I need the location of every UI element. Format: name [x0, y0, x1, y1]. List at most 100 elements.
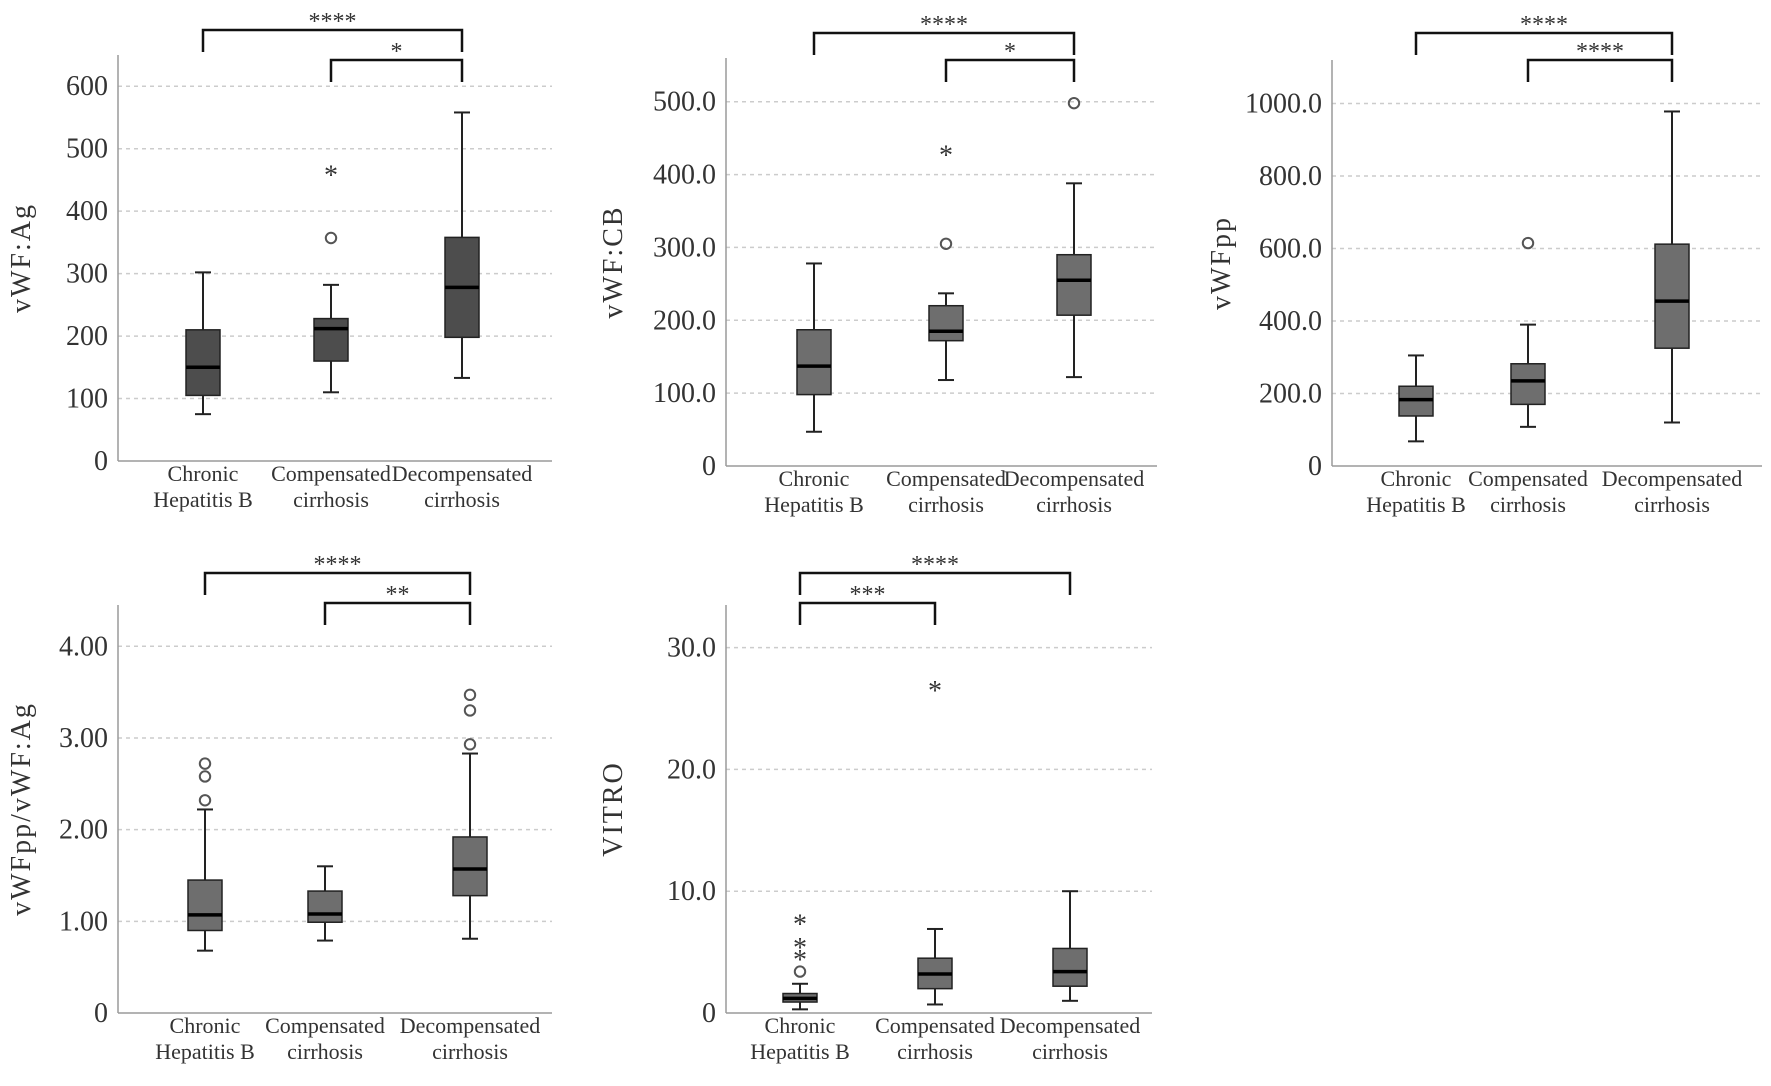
y-tick-label: 400.0: [653, 160, 716, 191]
significance-bracket: *: [329, 39, 464, 82]
bracket-line: [1526, 58, 1674, 82]
y-tick-label: 3.00: [59, 723, 108, 754]
x-category-label: Compensated: [886, 466, 1006, 491]
y-tick-label: 0: [702, 451, 716, 482]
y-tick-label: 200.0: [653, 305, 716, 336]
boxplot-1: ***: [782, 910, 818, 1011]
boxplot-3: [1056, 96, 1092, 379]
x-category-label: Compensated: [271, 461, 391, 486]
bracket-line: [1414, 31, 1674, 55]
significance-label: ****: [309, 9, 357, 35]
bracket-line: [329, 58, 464, 82]
significance-label: *: [1004, 39, 1016, 65]
outlier-point: [463, 688, 477, 702]
significance-bracket: ***: [798, 582, 937, 625]
boxplot-1: [185, 271, 221, 416]
x-category-label: Chronic: [779, 466, 850, 491]
x-category-label: Decompensated: [1602, 466, 1743, 491]
extreme-point: *: [793, 945, 807, 976]
y-tick-label: 500: [66, 134, 108, 165]
y-axis-title: vWFpp/vWF:Ag: [6, 702, 37, 916]
bracket-line: [812, 31, 1076, 55]
x-category-label: Decompensated: [392, 461, 533, 486]
x-category-label: cirrhosis: [424, 487, 500, 512]
boxplot-3: [452, 688, 488, 940]
chart-panel-2: 0 100.0 200.0 300.0 400.0 500.0 vWF:CB ChronicH…: [598, 12, 1157, 517]
x-category-label: Decompensated: [1000, 1013, 1141, 1038]
x-category-label: Chronic: [168, 461, 239, 486]
bracket-line: [944, 58, 1076, 82]
iqr-box: [187, 879, 223, 932]
x-category-label: Chronic: [765, 1013, 836, 1038]
x-category-label: cirrhosis: [293, 487, 369, 512]
y-tick-label: 10.0: [667, 876, 716, 907]
iqr-box: [313, 317, 349, 362]
x-category-label: cirrhosis: [908, 492, 984, 517]
y-tick-label: 30.0: [667, 633, 716, 664]
x-category-label: cirrhosis: [1490, 492, 1566, 517]
bracket-line: [798, 601, 937, 625]
significance-bracket: ****: [1526, 39, 1674, 82]
outlier-point: [463, 738, 477, 751]
x-category-label: Chronic: [1381, 466, 1452, 491]
y-tick-label: 600.0: [1259, 234, 1322, 265]
extreme-point: *: [793, 933, 807, 964]
outlier-point: [939, 237, 953, 250]
boxplot-2: [1510, 236, 1546, 428]
iqr-box: [796, 329, 832, 396]
boxplot-1: [796, 262, 832, 433]
outlier-point: [198, 794, 212, 807]
y-tick-label: 500.0: [653, 87, 716, 118]
y-tick-label: 300: [66, 259, 108, 290]
outlier-point: [324, 231, 338, 245]
x-category-label: cirrhosis: [1036, 492, 1112, 517]
significance-bracket: *: [944, 39, 1076, 82]
x-category-label: Chronic: [170, 1013, 241, 1038]
y-axis-title: vWFpp: [1206, 216, 1237, 310]
significance-label: ****: [911, 552, 959, 578]
x-category-label: Hepatitis B: [1366, 492, 1466, 517]
x-category-label: cirrhosis: [1032, 1039, 1108, 1064]
y-tick-label: 0: [94, 446, 108, 477]
significance-bracket: ****: [798, 552, 1072, 595]
y-tick-label: 200.0: [1259, 379, 1322, 410]
y-tick-label: 0: [94, 998, 108, 1029]
x-category-label: Hepatitis B: [764, 492, 864, 517]
y-tick-label: 20.0: [667, 754, 716, 785]
significance-label: ****: [1520, 12, 1568, 38]
iqr-box: [185, 329, 221, 397]
significance-label: ****: [1576, 39, 1624, 65]
extreme-point: *: [324, 160, 338, 191]
chart-panel-4: 0 1.00 2.00 3.00 4.00 vWFpp/vWF:Ag ChronicHepa…: [6, 552, 552, 1064]
x-category-label: Compensated: [265, 1013, 385, 1038]
boxplot-2: *: [917, 676, 953, 1006]
significance-bracket: **: [323, 582, 472, 625]
y-tick-label: 100.0: [653, 378, 716, 409]
y-tick-label: 0: [1308, 451, 1322, 482]
x-category-label: Compensated: [875, 1013, 995, 1038]
y-tick-label: 400.0: [1259, 306, 1322, 337]
outlier-point: [793, 965, 807, 978]
y-axis-title: vWF:Ag: [6, 203, 37, 313]
bracket-line: [203, 571, 472, 595]
significance-bracket: ****: [1414, 12, 1674, 55]
y-tick-label: 600: [66, 71, 108, 102]
extreme-point: *: [939, 141, 953, 172]
significance-bracket: ****: [201, 9, 464, 52]
outlier-point: [463, 704, 477, 717]
outlier-point: [198, 757, 212, 770]
boxplot-3: [444, 111, 480, 379]
x-category-label: cirrhosis: [287, 1039, 363, 1064]
x-category-label: Decompensated: [1004, 466, 1145, 491]
boxplot-2: *: [313, 160, 349, 394]
outlier-point: [1521, 236, 1535, 250]
x-category-label: cirrhosis: [897, 1039, 973, 1064]
significance-bracket: ****: [203, 552, 472, 595]
y-tick-label: 2.00: [59, 815, 108, 846]
iqr-box: [1056, 253, 1092, 316]
iqr-box: [1510, 363, 1546, 406]
y-tick-label: 200: [66, 321, 108, 352]
y-axis-title: VITRO: [598, 761, 629, 857]
y-tick-label: 1000.0: [1245, 89, 1322, 120]
